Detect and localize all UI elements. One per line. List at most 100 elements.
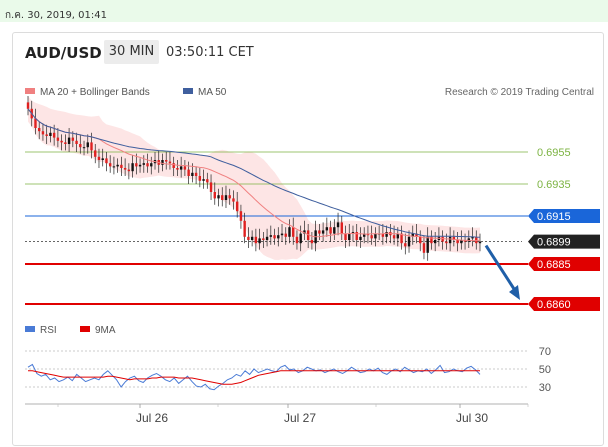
candle-body — [318, 230, 321, 234]
candle-body — [183, 166, 187, 170]
candle-body — [404, 243, 407, 247]
level-label-0.6915: 0.6915 — [537, 211, 571, 223]
legend-ma20: MA 20 + Bollinger Bands — [40, 87, 150, 98]
candle-body — [362, 233, 366, 237]
forecast-arrow-shaft — [484, 244, 518, 293]
candle-body — [52, 132, 56, 138]
candle-body — [94, 150, 97, 157]
candle-body — [411, 233, 414, 237]
candle-body — [280, 233, 284, 236]
candle-body — [407, 236, 411, 247]
rsi-tick-70: 70 — [539, 346, 551, 358]
candle-body — [194, 172, 198, 176]
symbol-title: AUD/USD — [25, 44, 102, 62]
candle-body — [262, 238, 265, 240]
candle-body — [228, 195, 231, 199]
candle-body — [26, 102, 30, 109]
candle-body — [329, 227, 332, 234]
candle-body — [138, 164, 142, 167]
level-tag-0.6860: 0.6860 — [528, 297, 600, 311]
level-label-0.6885: 0.6885 — [537, 259, 571, 271]
candle-body — [60, 140, 63, 143]
ma50-line — [27, 108, 481, 238]
candle-body — [34, 118, 37, 128]
x-tick-label: Jul 26 — [136, 411, 168, 425]
candle-body — [355, 232, 358, 240]
candle-body — [235, 201, 239, 212]
candle-body — [179, 166, 183, 170]
candle-body — [243, 220, 246, 237]
x-tick-label: Jul 30 — [456, 411, 488, 425]
candle-body — [38, 128, 41, 132]
candle-body — [456, 240, 459, 244]
candle-body — [340, 222, 343, 234]
candle-body — [460, 240, 463, 244]
legend-9ma: 9MA — [95, 325, 116, 336]
candle-body — [359, 236, 362, 240]
candle-body — [344, 233, 347, 240]
forecast-arrow-head — [509, 285, 520, 300]
candle-body — [71, 137, 75, 141]
candle-body — [105, 158, 108, 164]
level-tag-0.6915: 0.6915 — [528, 209, 600, 223]
level-label-0.6935: 0.6935 — [537, 179, 571, 191]
candle-body — [45, 134, 48, 136]
candle-body — [422, 243, 426, 253]
candle-body — [135, 163, 138, 167]
level-tag-bg-0.6915 — [528, 209, 600, 223]
candle-body — [475, 236, 478, 244]
rsi-tick-30: 30 — [539, 382, 551, 394]
candle-body — [321, 230, 325, 234]
candle-body — [452, 236, 456, 240]
candle-body — [415, 233, 418, 237]
candle-body — [430, 236, 433, 244]
candle-body — [198, 176, 202, 181]
candle-body — [370, 235, 373, 239]
level-tag-bg-0.6860 — [528, 297, 600, 311]
timeframe-badge[interactable]: 30 MIN — [104, 40, 159, 64]
candle-body — [64, 142, 67, 144]
bollinger-band-area — [28, 96, 480, 260]
candle-body — [131, 163, 134, 172]
candle-body — [217, 195, 220, 199]
level-label-0.6860: 0.6860 — [537, 299, 571, 311]
candle-body — [239, 211, 243, 221]
candle-body — [385, 232, 388, 237]
candle-body — [269, 235, 273, 237]
candle-body — [471, 236, 474, 239]
candle-body — [258, 238, 261, 244]
rsi-ma-line — [28, 370, 480, 385]
candle-body — [86, 142, 89, 148]
candle-body — [478, 241, 482, 244]
candle-body — [396, 233, 400, 239]
candle-body — [90, 142, 93, 151]
candle-body — [202, 179, 205, 181]
candle-body — [150, 163, 153, 167]
candle-body — [303, 230, 306, 234]
candle-body — [333, 227, 336, 234]
candle-body — [187, 169, 190, 176]
candle-body — [273, 235, 276, 239]
candle-body — [295, 236, 299, 244]
candle-body — [250, 236, 254, 240]
candle-body — [79, 144, 82, 148]
candle-body — [101, 158, 104, 160]
candle-body — [247, 236, 250, 240]
candle-body — [292, 227, 295, 237]
candle-body — [400, 233, 403, 244]
candle-body — [209, 182, 213, 192]
candle-body — [127, 169, 131, 172]
candle-body — [75, 140, 78, 144]
candle-body — [120, 164, 123, 168]
chart-credit: Research © 2019 Trading Central — [445, 87, 594, 98]
x-tick-label: Jul 27 — [284, 411, 316, 425]
candle-body — [112, 166, 116, 168]
candle-body — [336, 222, 340, 228]
date-banner-text: ก.ค. 30, 2019, 01:41 — [5, 10, 107, 21]
candle-body — [176, 168, 179, 170]
level-tag-0.6885: 0.6885 — [528, 257, 600, 271]
date-banner: ก.ค. 30, 2019, 01:41 — [0, 0, 608, 22]
candle-body — [381, 233, 385, 237]
candle-body — [221, 195, 224, 200]
